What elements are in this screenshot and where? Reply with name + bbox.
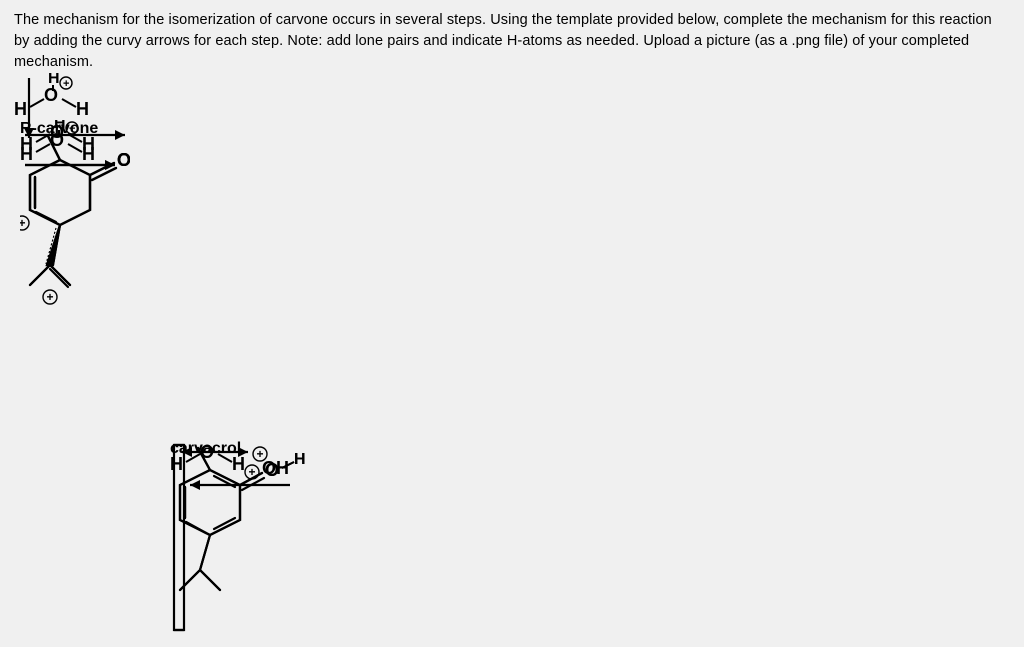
svg-text:H: H: [48, 73, 60, 87]
mechanism-row-2: OH carvacrol H O H: [170, 440, 1000, 640]
structure-enol-cation: O H +: [170, 440, 310, 610]
svg-text:O: O: [44, 85, 58, 105]
question-text: The mechanism for the isomerization of c…: [14, 10, 1010, 73]
svg-text:H: H: [294, 451, 306, 468]
reagent-h3o-plus-2: H O H H +: [14, 73, 104, 123]
svg-text:O: O: [117, 150, 130, 170]
svg-text:+: +: [63, 78, 69, 90]
svg-text:O: O: [265, 460, 279, 480]
svg-text:H: H: [76, 99, 89, 119]
resonance-bracket-right: [170, 440, 188, 635]
svg-text:H: H: [14, 99, 27, 119]
mechanism-row-1: O R-carvone H O H H +: [20, 120, 980, 330]
svg-text:+: +: [249, 465, 256, 479]
